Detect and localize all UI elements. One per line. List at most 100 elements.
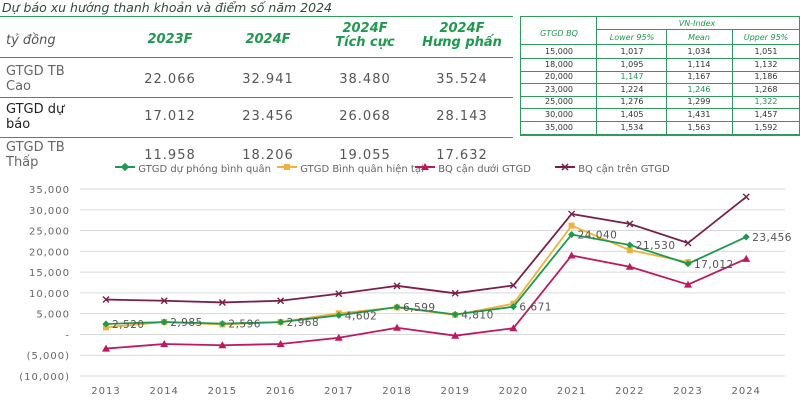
- x-tick-label: 2013: [91, 386, 120, 397]
- cell: 32.941: [242, 72, 294, 87]
- data-point: [626, 241, 634, 249]
- data-point: [276, 340, 285, 348]
- unit-label: tỷ đồng: [6, 33, 56, 48]
- table-cell: 1,431: [687, 110, 711, 119]
- table-cell: 1,051: [754, 47, 778, 56]
- data-point: [160, 297, 168, 305]
- data-label: 23,456: [752, 232, 792, 244]
- data-point: [451, 289, 459, 297]
- table-cell: 1,322: [754, 97, 778, 107]
- data-point: [567, 251, 576, 259]
- data-label: 4,810: [461, 309, 494, 321]
- cell: 19.055: [339, 148, 391, 163]
- col-lower: Lower 95%: [609, 33, 655, 42]
- data-point: [218, 341, 227, 349]
- table-cell: 1,147: [620, 72, 644, 82]
- data-label: 2,968: [287, 317, 320, 329]
- col-group-vnindex: VN-Index: [678, 19, 716, 28]
- cell: 28.143: [436, 109, 488, 124]
- cell: 38.480: [339, 72, 391, 87]
- y-tick-label: 30,000: [29, 206, 70, 217]
- liquidity-forecast-table: tỷ đồng 2023F 2024F 2024F Tích cực 2024F…: [0, 16, 513, 174]
- page-title: Dự báo xu hướng thanh khoản và điểm số n…: [2, 0, 332, 15]
- x-tick-label: 2019: [440, 386, 469, 397]
- data-label: 4,602: [345, 310, 378, 322]
- cell: 22.066: [144, 72, 196, 87]
- legend-label: BQ cận dưới GTGD: [438, 164, 531, 175]
- data-point: [393, 303, 401, 311]
- table-cell: 1,186: [754, 72, 778, 82]
- data-label: 2,520: [112, 319, 145, 331]
- cell: 17.012: [144, 109, 196, 124]
- cell: 17.632: [436, 148, 488, 163]
- x-tick-label: 2023: [673, 386, 702, 397]
- table-cell: 15,000: [545, 47, 573, 56]
- data-point: [742, 193, 750, 201]
- header-2024f-positive: 2024F Tích cực: [335, 21, 395, 50]
- data-point: [102, 344, 110, 352]
- table-cell: 1,034: [687, 47, 711, 56]
- data-point: [684, 239, 692, 247]
- table-cell: 1,405: [620, 110, 644, 119]
- data-point: [509, 281, 517, 289]
- data-point: [393, 323, 401, 331]
- table-cell: 1,534: [620, 122, 644, 132]
- table-cell: 1,592: [754, 122, 778, 132]
- table-cell: 23,000: [545, 84, 573, 94]
- legend-line-icon: [555, 163, 575, 171]
- data-point: [102, 296, 110, 304]
- legend-line-icon: [115, 162, 135, 172]
- data-point: [335, 311, 343, 319]
- x-tick-label: 2021: [557, 386, 586, 397]
- cell: 23.456: [242, 109, 294, 124]
- table-cell: 1,167: [687, 72, 711, 82]
- data-point: [393, 282, 401, 290]
- y-tick-label: 5,000: [36, 310, 70, 321]
- table-cell: 1,224: [620, 84, 644, 94]
- table-cell: 18,000: [545, 59, 573, 69]
- cell: 26.068: [339, 109, 391, 124]
- legend-item-current: GTGD Bình quân hiện tại: [277, 162, 424, 175]
- data-point: [626, 220, 634, 228]
- y-tick-label: (5,000): [27, 351, 70, 362]
- x-tick-label: 2016: [266, 386, 295, 397]
- data-point: [160, 318, 168, 326]
- legend-item-lower: BQ cận dưới GTGD: [415, 162, 531, 175]
- table-cell: 1,299: [687, 97, 711, 107]
- col-mean: Mean: [688, 33, 710, 42]
- data-point: [568, 210, 576, 218]
- data-point: [625, 262, 634, 270]
- header-2024f-euphoric: 2024F Hưng phấn: [422, 21, 502, 50]
- series-line: [105, 254, 747, 350]
- col-upper: Upper 95%: [743, 33, 789, 42]
- table-cell: 1,268: [754, 84, 778, 94]
- data-label: 24,040: [578, 230, 618, 242]
- data-point: [742, 233, 750, 241]
- vnindex-scenario-table: GTGD BQ VN-Index Lower 95% Mean Upper 95…: [520, 16, 800, 136]
- legend-item-upper: BQ cận trên GTGD: [555, 162, 670, 175]
- y-tick-label: -: [65, 330, 70, 341]
- data-label: 6,671: [519, 302, 552, 314]
- table-cell: 1,276: [620, 97, 644, 107]
- table-cell: 1,132: [754, 59, 778, 69]
- data-label: 6,599: [403, 302, 436, 314]
- table-cell: 1,457: [754, 110, 778, 119]
- row-label-high: GTGD TB Cao: [6, 64, 65, 94]
- data-point: [277, 297, 285, 305]
- header-2024f: 2024F: [245, 32, 291, 47]
- data-point: [742, 254, 751, 262]
- legend-item-forecast: GTGD dự phóng bình quân: [115, 162, 271, 175]
- x-tick-label: 2024: [731, 386, 760, 397]
- legend-label: GTGD dự phóng bình quân: [138, 164, 271, 175]
- x-tick-label: 2015: [208, 386, 237, 397]
- x-tick-label: 2017: [324, 386, 353, 397]
- col-gtgd-bq: GTGD BQ: [540, 29, 578, 38]
- table-cell: 35,000: [545, 122, 573, 132]
- table-cell: 1,246: [687, 84, 711, 94]
- data-point: [626, 247, 633, 254]
- table-cell: 1,114: [687, 59, 711, 69]
- legend-label: GTGD Bình quân hiện tại: [300, 164, 424, 175]
- data-point: [568, 222, 575, 229]
- y-tick-label: 25,000: [29, 227, 70, 238]
